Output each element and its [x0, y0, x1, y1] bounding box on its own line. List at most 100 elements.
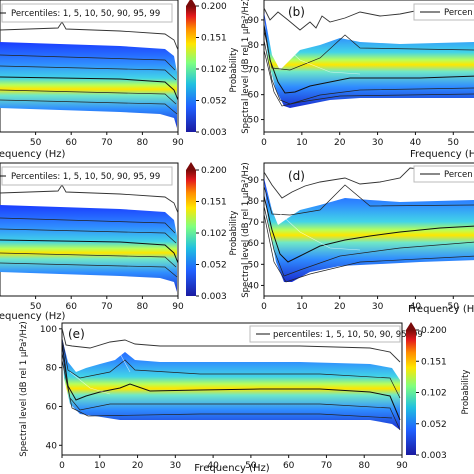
x-tick-label: 0 [261, 302, 267, 312]
x-axis-label: requency (Hz) [0, 149, 65, 160]
legend-text: Percen [444, 8, 473, 18]
x-tick-label: 10 [296, 302, 308, 312]
percentile-99-line [0, 21, 179, 51]
x-tick-label: 20 [334, 138, 346, 148]
colorbar-e: Probability 0.200 0.151 0.102 0.052 0.003 [406, 322, 471, 461]
panel-b: (b) Percen 0 10 20 30 40 50 50 60 70 80 90 Frequen… [241, 0, 474, 160]
x-tick-label: 90 [172, 302, 184, 312]
y-tick-label: 90 [248, 176, 260, 186]
percentile-lines [61, 337, 401, 431]
x-ticks: 50 60 70 80 90 [30, 296, 184, 312]
y-tick-label: 70 [248, 218, 260, 228]
colorbar-tick-label: 0.200 [201, 2, 227, 12]
panel-label: (d) [288, 169, 305, 183]
percentile-50-line [263, 195, 474, 263]
percentile-99-line [263, 167, 474, 199]
y-tick-label: 50 [248, 260, 260, 270]
legend-text: percentiles: 1, 5, 10, 50, 90, 95, 99 [273, 330, 423, 340]
x-tick-label: 80 [137, 302, 149, 312]
x-tick-label: 20 [334, 302, 346, 312]
density-band [264, 12, 474, 108]
percentile-lines [263, 184, 474, 283]
extra-lines [275, 209, 361, 251]
colorbar-tick-label: 0.003 [201, 292, 227, 302]
y-tick-label: 100 [40, 325, 57, 335]
percentile-99-line [263, 7, 474, 31]
legend-text: Percentiles: 1, 5, 10, 50, 90, 95, 99 [11, 9, 160, 19]
axis-ticks: 0 10 20 30 40 50 50 60 70 80 90 [248, 16, 460, 148]
colorbar-tick-label: 0.151 [421, 357, 447, 367]
colorbar-tick-label: 0.003 [201, 128, 227, 138]
panel-top-left: Percentiles: 1, 5, 10, 50, 90, 95, 99 50… [0, 0, 184, 160]
colorbar-tick-label: 0.052 [421, 420, 447, 430]
x-tick-label: 60 [65, 302, 77, 312]
x-tick-label: 40 [207, 461, 219, 471]
percentile-lines [0, 54, 178, 115]
y-tick-label: 60 [46, 402, 58, 412]
x-tick-label: 50 [30, 302, 42, 312]
x-tick-label: 50 [448, 302, 460, 312]
panel-d: (d) Percen 0 10 20 30 40 50 40 50 60 70 80 90 Frequ… [241, 162, 474, 315]
density-band [0, 205, 177, 292]
x-tick-label: 50 [30, 138, 42, 148]
colorbar-tick-label: 0.052 [201, 261, 227, 271]
y-tick-label: 40 [46, 441, 58, 451]
colorbar-tick-label: 0.052 [201, 97, 227, 107]
panel-label: (e) [68, 327, 85, 341]
extra-lines [69, 349, 131, 395]
percentile-lines [0, 217, 178, 278]
x-tick-label: 60 [283, 461, 295, 471]
legend-text: Percentiles: 1, 5, 10, 50, 90, 95, 99 [11, 172, 160, 182]
colorbar-label: Probability [229, 211, 239, 256]
x-tick-label: 70 [321, 461, 333, 471]
legend-box [249, 325, 401, 343]
legend-box [413, 3, 474, 21]
colorbar-label: Probability [461, 370, 471, 415]
x-tick-label: 80 [358, 461, 370, 471]
colorbar-mid: Probability 0.200 0.151 0.102 0.052 0.003 [186, 162, 239, 302]
x-tick-label: 0 [59, 461, 65, 471]
colorbar-tick-label: 0.102 [201, 229, 227, 239]
x-tick-label: 30 [372, 138, 384, 148]
colorbar-ticks: 0.200 0.151 0.102 0.052 0.003 [416, 326, 447, 461]
axis-ticks: 0 10 20 30 40 50 60 70 80 90 40 60 80 100 [40, 325, 408, 471]
x-tick-label: 10 [296, 138, 308, 148]
axis-ticks: 0 10 20 30 40 50 40 50 60 70 80 90 [248, 176, 460, 312]
x-axis-label: Frequency (Hz) [410, 149, 474, 160]
colorbar-top: Probability 0.200 0.151 0.102 0.052 0.003 [186, 0, 239, 138]
y-tick-label: 80 [248, 197, 260, 207]
y-tick-label: 60 [248, 91, 260, 101]
percentile-50-line [263, 24, 474, 94]
percentile-99-line [61, 327, 401, 363]
y-tick-label: 80 [46, 364, 58, 374]
x-tick-label: 50 [245, 461, 257, 471]
colorbar-tick-label: 0.200 [201, 166, 227, 176]
y-tick-label: 60 [248, 239, 260, 249]
percentile-50-line [61, 342, 401, 421]
x-tick-label: 50 [448, 138, 460, 148]
x-tick-label: 10 [94, 461, 106, 471]
percentile-99-line [0, 184, 179, 214]
panel-label: (b) [288, 5, 305, 19]
y-tick-label: 50 [248, 116, 260, 126]
y-tick-label: 40 [248, 281, 260, 291]
panel-e: (e) percentiles: 1, 5, 10, 50, 90, 95, 9… [19, 321, 423, 474]
colorbar [186, 6, 196, 132]
colorbar-label: Probability [229, 48, 239, 93]
y-axis-label: Spectral level (dB rel 1 µPa²/Hz) [241, 0, 251, 134]
colorbar-tick-label: 0.102 [421, 389, 447, 399]
density-band [0, 42, 177, 128]
y-tick-label: 90 [248, 16, 260, 26]
colorbar-arrow [186, 162, 196, 170]
x-ticks: 50 60 70 80 90 [30, 132, 184, 148]
x-tick-label: 30 [372, 302, 384, 312]
y-tick-label: 70 [248, 66, 260, 76]
colorbar-tick-label: 0.151 [201, 34, 227, 44]
colorbar-tick-label: 0.102 [201, 65, 227, 75]
percentile-lines [263, 29, 474, 107]
x-tick-label: 90 [396, 461, 408, 471]
legend-text: Percen [444, 170, 473, 180]
density-band [62, 338, 400, 430]
colorbar-tick-label: 0.200 [421, 326, 447, 336]
